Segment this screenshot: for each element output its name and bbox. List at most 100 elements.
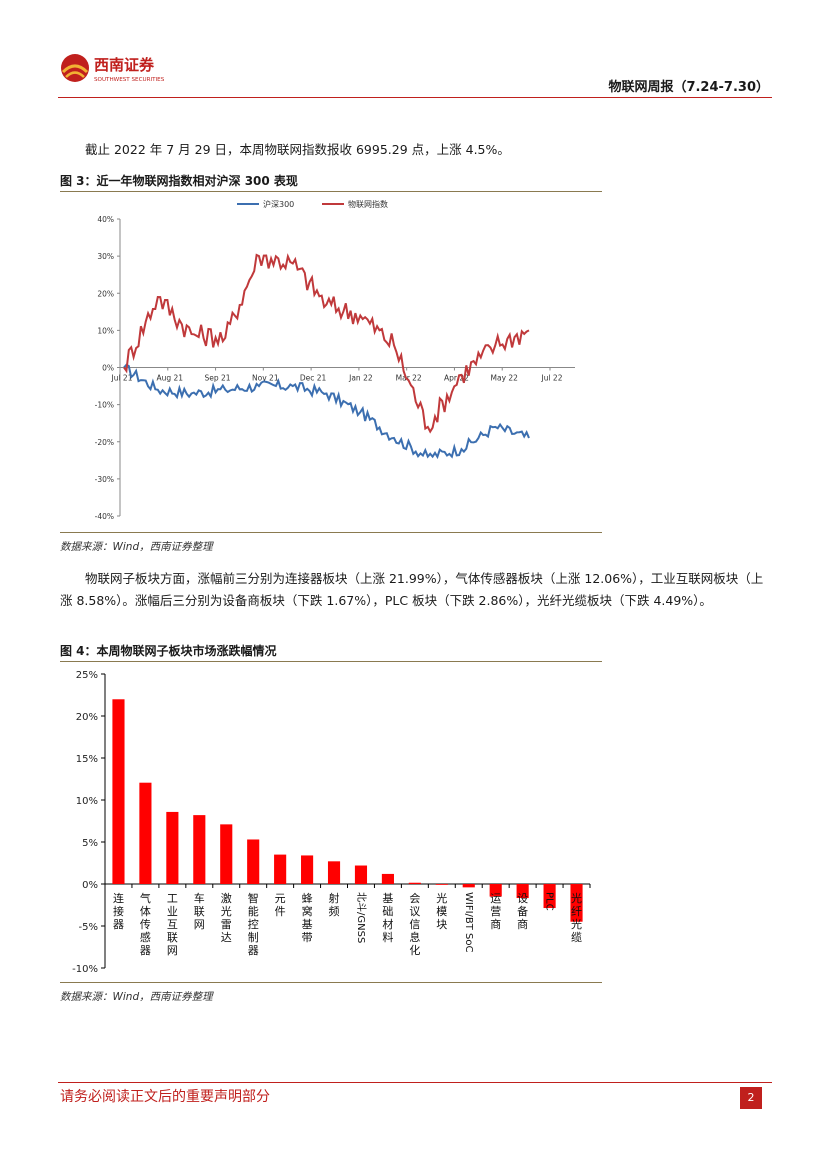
category-char: 蜂: [302, 891, 313, 905]
header-divider: [58, 97, 772, 98]
category-label: 连接器: [113, 892, 124, 931]
category-char: 网: [167, 944, 178, 957]
category-char: 材: [382, 917, 393, 931]
category-text: 北斗/GNSS: [355, 892, 367, 943]
category-char: 商: [490, 917, 501, 931]
y-tick-label: 25%: [76, 670, 98, 681]
bar: [166, 811, 179, 884]
category-char: 商: [517, 917, 528, 931]
y-tick-label: -20%: [95, 438, 114, 447]
figure3-line-chart: 40% 30% 20% 10% 0% -10% -20% -30% -40% Jul 21 Aug …: [95, 199, 575, 521]
figure3-source: 数据来源：Wind，西南证券整理: [60, 541, 213, 553]
category-char: 雷: [221, 918, 232, 931]
category-label: 蜂窝基带: [302, 891, 313, 944]
category-char: 传: [140, 918, 151, 931]
category-char: 备: [517, 904, 528, 918]
category-text: 车联网: [194, 891, 205, 931]
category-text: 智能控制器: [248, 891, 259, 957]
category-label: 智能控制器: [248, 891, 259, 957]
footer-divider: [58, 1082, 772, 1083]
legend-label: 物联网指数: [348, 199, 388, 209]
category-text: 运营商: [490, 892, 501, 931]
category-char: 光: [571, 917, 582, 931]
category-char: 信: [409, 918, 420, 931]
category-char: 件: [275, 905, 286, 918]
bar: [139, 782, 152, 884]
x-tick-label: Dec 21: [300, 374, 327, 383]
category-text: 光纤光缆: [571, 891, 582, 944]
category-text: 工业互联网: [167, 892, 178, 957]
category-text: PLC: [544, 892, 555, 911]
x-tick-label: Jul 21: [111, 374, 133, 383]
logo-sun-icon: [61, 54, 89, 82]
category-label: WIFI/BT SoC: [463, 892, 474, 953]
category-char: 础: [382, 905, 393, 918]
x-tick-label: Jan 22: [348, 374, 373, 383]
category-char: 基: [302, 918, 313, 931]
category-char: 基: [382, 892, 393, 905]
bar: [381, 873, 394, 884]
category-char: 制: [248, 931, 259, 944]
category-text: 基础材料: [382, 892, 393, 944]
category-char: 业: [167, 905, 178, 918]
y-tick-label: 0%: [102, 364, 114, 373]
figure3-bottom-rule: [60, 532, 602, 533]
bar: [220, 824, 233, 884]
company-logo: 西南证券 SOUTHWEST SECURITIES: [58, 48, 188, 88]
category-label: 射频: [329, 891, 340, 918]
summary-paragraph: 截止 2022 年 7 月 29 日，本周物联网指数报收 6995.29 点，上…: [60, 139, 772, 161]
page-number: 2: [740, 1087, 762, 1109]
category-char: 工: [167, 892, 178, 905]
figure4-source: 数据来源：Wind，西南证券整理: [60, 991, 213, 1003]
category-char: 网: [194, 918, 205, 931]
y-tick-label: -30%: [95, 475, 114, 484]
figure3-title: 图 3：近一年物联网指数相对沪深 300 表现: [60, 174, 298, 188]
category-char: 光: [436, 891, 447, 905]
bar: [408, 882, 421, 884]
category-char: 联: [167, 931, 178, 944]
category-label: 会议信息化: [409, 892, 420, 957]
y-tick-label: 40%: [97, 215, 114, 224]
figure4-title: 图 4：本周物联网子板块市场涨跌幅情况: [60, 644, 277, 658]
category-text: 气体传感器: [140, 891, 151, 957]
category-char: 射: [329, 891, 340, 905]
x-tick-label: Jul 22: [541, 374, 563, 383]
figure3-top-rule: [60, 191, 602, 192]
category-char: 控: [248, 917, 259, 931]
category-char: 窝: [302, 904, 313, 918]
category-char: 带: [302, 931, 313, 944]
category-char: 设: [517, 892, 528, 905]
figure4-top-rule: [60, 661, 602, 662]
x-tick-label: Aug 21: [156, 374, 183, 383]
sector-text: 物联网子板块方面，涨幅前三分别为连接器板块（上涨 21.99%），气体传感器板块…: [60, 571, 764, 608]
series-line-hs300: [123, 363, 530, 460]
category-text: 激光雷达: [221, 891, 232, 944]
category-char: 车: [194, 891, 205, 905]
category-label: 设备商: [517, 892, 528, 931]
category-text: WIFI/BT SoC: [463, 892, 474, 953]
x-tick-label: Sep 21: [205, 374, 231, 383]
x-tick-label: Apr 22: [444, 374, 469, 383]
figure3-chart: 40% 30% 20% 10% 0% -10% -20% -30% -40% Jul 21 Aug …: [60, 192, 602, 532]
category-label: 气体传感器: [140, 891, 151, 957]
category-char: 接: [113, 905, 124, 918]
category-char: 光: [221, 904, 232, 918]
category-text: 射频: [329, 891, 340, 918]
y-tick-label: 10%: [76, 796, 98, 807]
series-line-iot-index: [123, 253, 530, 434]
category-text: 设备商: [517, 892, 528, 931]
y-tick-label: -10%: [72, 964, 98, 975]
bar: [354, 865, 368, 884]
category-char: 光: [571, 891, 582, 905]
bar: [274, 854, 287, 884]
category-char: 器: [113, 918, 124, 931]
category-char: 体: [140, 904, 151, 918]
category-char: 运: [490, 892, 501, 905]
category-char: 模: [436, 905, 447, 918]
category-char: 料: [382, 930, 393, 944]
bar: [516, 884, 529, 899]
category-char: 能: [248, 904, 259, 918]
y-tick-label: -40%: [95, 512, 114, 521]
x-tick-label: Nov 21: [252, 374, 279, 383]
category-char: 元: [275, 892, 286, 905]
